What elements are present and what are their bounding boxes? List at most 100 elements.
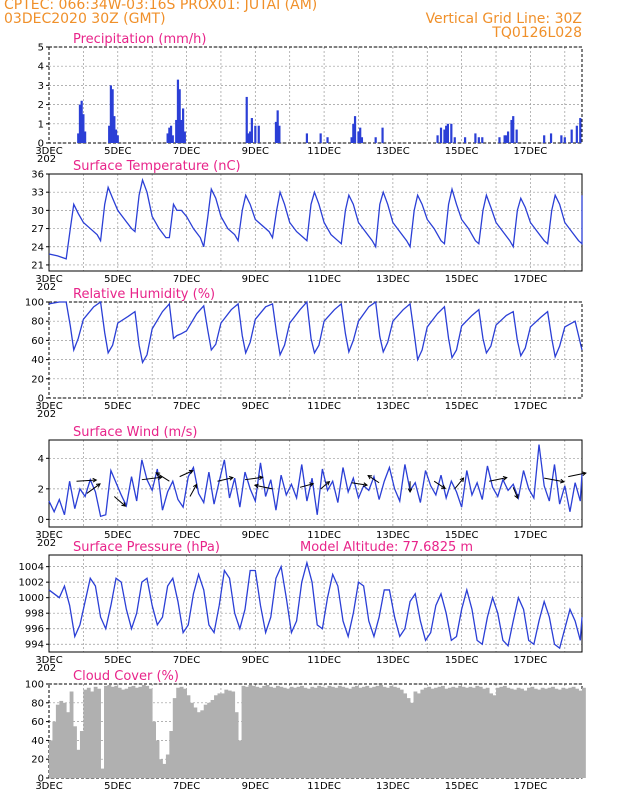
- wind-arrow-head: [367, 474, 373, 480]
- rh-ytick-label: 100: [25, 298, 44, 309]
- wind-arrow-head: [363, 482, 369, 487]
- cloud-bar: [406, 698, 411, 778]
- precip-title: Precipitation (mm/h): [73, 32, 206, 47]
- cloud-bar: [272, 687, 277, 778]
- cloud-bar: [224, 689, 229, 778]
- precip-bar: [381, 127, 384, 143]
- wind-xtick-label: 5DEC: [104, 530, 131, 541]
- rh-xtick-label: 11DEC: [307, 401, 341, 412]
- cloud-bar: [179, 686, 184, 778]
- wind-xtick-label: 3DEC: [35, 530, 62, 541]
- rh-ytick-label: 40: [31, 355, 44, 366]
- cloud-bar: [441, 685, 445, 778]
- cloud-bar: [540, 687, 545, 778]
- cloud-bar: [434, 687, 438, 778]
- cloud-bar: [348, 688, 353, 778]
- cloud-bar: [217, 693, 222, 778]
- wind-ytick-label: 0: [38, 515, 44, 526]
- cloud-bar: [248, 684, 253, 778]
- cloud-ytick-label: 0: [38, 774, 44, 785]
- press-xtick-label: 3DEC: [35, 655, 62, 666]
- cloud-bar: [533, 688, 538, 778]
- cloud-bar: [327, 685, 332, 778]
- cloud-bar: [207, 702, 212, 778]
- temp-series-line: [48, 177, 583, 260]
- precip-bar: [549, 133, 553, 143]
- cloud-bar: [502, 685, 507, 778]
- precip-bar: [178, 89, 181, 143]
- cloud-bar: [79, 731, 84, 778]
- precip-bar: [445, 125, 448, 143]
- cloud-bar: [416, 693, 421, 778]
- precip-bar: [276, 110, 279, 143]
- cloud-bar: [403, 693, 408, 778]
- cloud-bar: [365, 685, 370, 778]
- precip-bar: [543, 135, 546, 143]
- press-xtick-label: 7DEC: [173, 655, 200, 666]
- precip-bar: [168, 127, 171, 143]
- precip-bar: [506, 131, 510, 143]
- wind-xtick-label: 15DEC: [445, 530, 479, 541]
- wind-arrow: [367, 475, 380, 484]
- cloud-bar: [320, 686, 325, 778]
- precip-bar: [453, 137, 456, 143]
- cloud-bar: [255, 686, 260, 778]
- temp-xtick-label: 15DEC: [445, 274, 479, 285]
- cloud-bar: [344, 687, 349, 778]
- cloud-bar: [193, 707, 198, 778]
- header-location: CPTEC: 066:34W-03:16S PROX01: JUTAI (AM): [4, 0, 318, 13]
- precip-ytick-label: 3: [38, 81, 44, 92]
- temp-title: Surface Temperature (nC): [73, 159, 241, 174]
- wind-arrow-head: [192, 483, 198, 489]
- wind-series-line: [48, 444, 583, 518]
- cloud-bar: [286, 688, 291, 778]
- wind-arrow: [141, 476, 162, 481]
- precip-bar: [84, 131, 87, 143]
- precip-bar: [114, 129, 118, 143]
- wind-arrow-head: [309, 482, 315, 487]
- press-xtick-label: 11DEC: [307, 655, 341, 666]
- cloud-bar: [444, 688, 449, 778]
- rh-title: Relative Humidity (%): [73, 287, 215, 302]
- cloud-bar: [530, 686, 535, 778]
- cloud-bar: [227, 690, 232, 778]
- wind-arrow-head: [441, 484, 447, 489]
- precip-bar: [278, 125, 281, 143]
- wind-arrow-head: [560, 478, 565, 484]
- cloud-bar: [310, 686, 315, 778]
- cloud-bar: [189, 702, 194, 778]
- cloud-bar: [368, 687, 373, 778]
- precip-bar: [78, 104, 82, 143]
- cloud-bar: [351, 686, 356, 778]
- cloud-bar: [131, 685, 136, 778]
- precip-bar: [176, 79, 180, 143]
- cloud-bar: [162, 763, 167, 778]
- precip-xcut-label: 202: [37, 154, 56, 165]
- cloud-bar: [138, 686, 143, 778]
- precip-bar: [182, 108, 185, 143]
- cloud-bar: [324, 687, 328, 778]
- wind-arrow: [544, 477, 565, 483]
- cloud-xtick-label: 11DEC: [307, 781, 341, 792]
- cloud-bar: [200, 710, 205, 778]
- cloud-bar: [427, 686, 432, 778]
- cloud-bar: [251, 685, 256, 778]
- precip-xtick-label: 17DEC: [514, 146, 548, 157]
- wind-arrow-head: [188, 469, 194, 475]
- cloud-bar: [62, 702, 67, 778]
- temp-ytick-label: 27: [31, 224, 44, 235]
- precip-bar: [350, 137, 353, 143]
- cloud-bar: [214, 695, 218, 778]
- cloud-ytick-label: 60: [31, 717, 44, 728]
- temp-xtick-label: 9DEC: [242, 274, 269, 285]
- wind-arrow-head: [459, 477, 465, 483]
- precip-xtick-label: 3DEC: [35, 146, 62, 157]
- rh-xtick-label: 7DEC: [173, 401, 200, 412]
- cloud-bar: [496, 687, 500, 778]
- cloud-bar: [423, 687, 428, 778]
- cloud-bar: [317, 685, 322, 778]
- header-datetime: 03DEC2020 30Z (GMT): [4, 11, 166, 27]
- press-ytick-label: 1002: [19, 578, 44, 589]
- temp-xtick-label: 13DEC: [376, 274, 410, 285]
- rh-xtick-label: 15DEC: [445, 401, 479, 412]
